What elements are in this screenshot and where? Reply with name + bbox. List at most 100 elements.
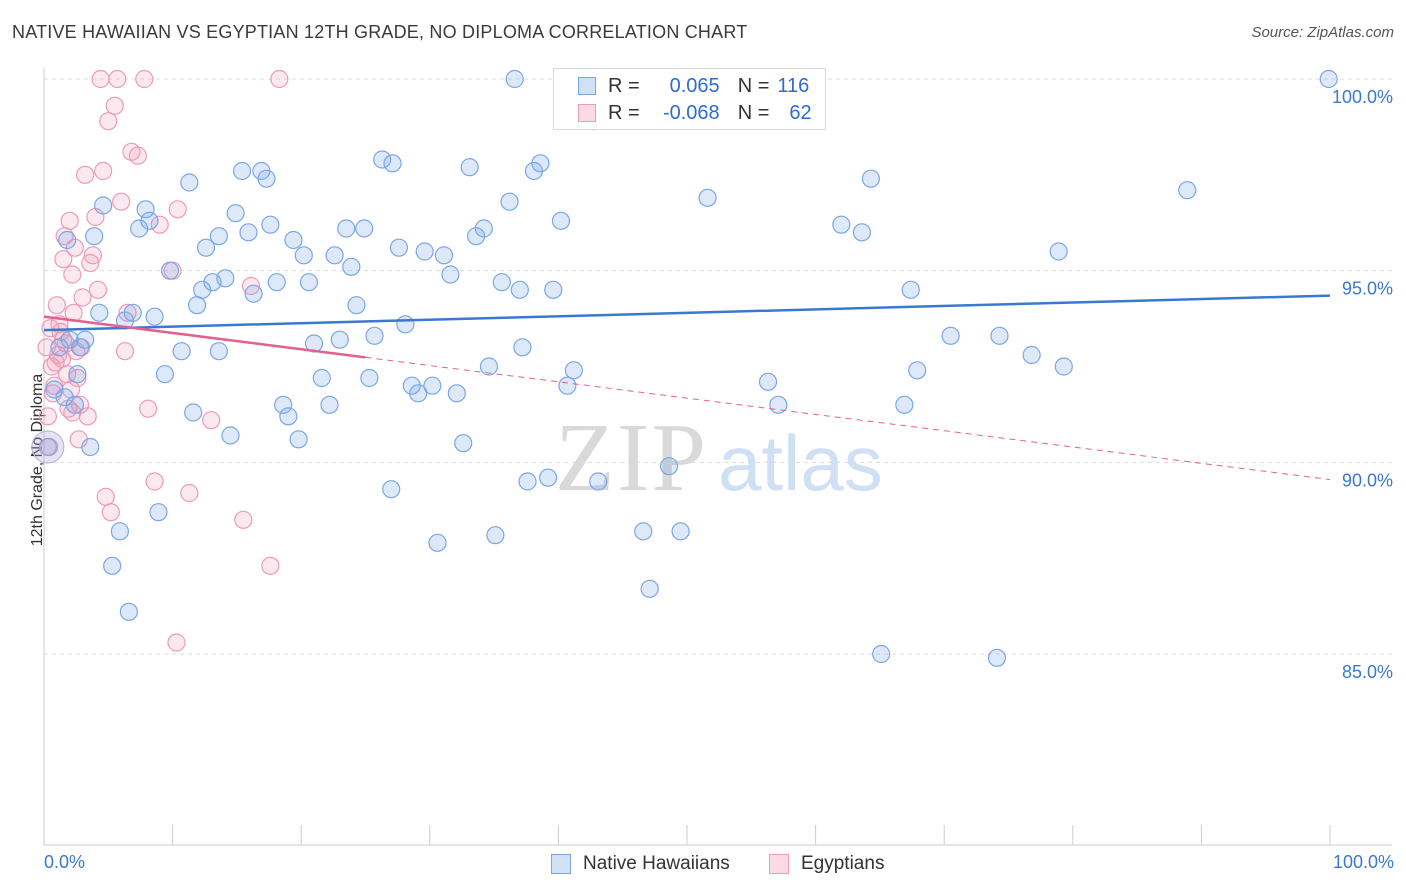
egyptians-point bbox=[58, 365, 77, 384]
native-hawaiians-point bbox=[267, 273, 286, 292]
egyptians-point bbox=[63, 265, 82, 284]
egyptians-point bbox=[145, 472, 164, 491]
native-hawaiians-point bbox=[355, 219, 374, 238]
native-hawaiians-point bbox=[123, 303, 142, 322]
r-value: 0.065 bbox=[669, 74, 720, 97]
native-hawaiians-point bbox=[312, 368, 331, 388]
native-hawaiians-point bbox=[65, 395, 84, 414]
native-hawaiians-point bbox=[289, 430, 308, 449]
egyptians-points bbox=[37, 69, 289, 652]
native-hawaiians-point bbox=[196, 238, 216, 257]
native-hawaiians-point bbox=[136, 200, 155, 219]
native-hawaiians-point bbox=[434, 246, 454, 265]
y-tick-label: 90.0% bbox=[1342, 470, 1393, 490]
native-hawaiians-point bbox=[347, 296, 366, 315]
native-hawaiians-point bbox=[209, 227, 228, 246]
legend-label: Egyptians bbox=[801, 853, 885, 874]
egyptians-point bbox=[41, 319, 60, 338]
native-hawaiians-point bbox=[895, 395, 914, 414]
x-tick-label-max: 100.0% bbox=[1332, 852, 1394, 872]
egyptians-point bbox=[65, 238, 84, 257]
native-hawaiians-point bbox=[589, 472, 608, 491]
native-hawaiians-point bbox=[81, 437, 100, 457]
native-hawaiians-point bbox=[1319, 69, 1338, 89]
native-hawaiians-point bbox=[184, 403, 203, 422]
egyptians-point bbox=[128, 146, 147, 165]
native-hawaiians-point bbox=[396, 315, 415, 334]
native-hawaiians-point bbox=[216, 269, 235, 288]
native-hawaiians-point bbox=[232, 161, 252, 181]
native-hawaiians-point bbox=[479, 357, 499, 376]
egyptians-point bbox=[96, 487, 115, 506]
native-hawaiians-point bbox=[103, 556, 122, 575]
chart-title: NATIVE HAWAIIAN VS EGYPTIAN 12TH GRADE, … bbox=[12, 22, 748, 42]
native-hawaiians-point bbox=[409, 384, 428, 403]
egyptians-point bbox=[83, 246, 102, 265]
cluster-point bbox=[31, 430, 65, 464]
egyptians-point bbox=[60, 211, 79, 230]
egyptians-point bbox=[150, 215, 169, 234]
native-hawaiians-trend-line bbox=[43, 294, 1331, 332]
egyptians-point bbox=[76, 165, 95, 184]
trend-lines bbox=[43, 294, 1331, 481]
legend-label: Native Hawaiians bbox=[583, 853, 730, 874]
native-hawaiians-legend-swatch bbox=[551, 854, 571, 874]
native-hawaiians-point bbox=[274, 395, 293, 414]
native-hawaiians-point bbox=[50, 338, 69, 357]
native-hawaiians-point bbox=[492, 273, 511, 292]
native-hawaiians-point bbox=[415, 242, 434, 261]
native-hawaiians-point bbox=[94, 196, 113, 215]
native-hawaiians-point bbox=[180, 173, 199, 192]
native-hawaiians-point bbox=[209, 342, 228, 361]
native-hawaiians-point bbox=[447, 384, 466, 403]
egyptians-swatch bbox=[578, 104, 596, 122]
source-label: Source: ZipAtlas.com bbox=[1251, 24, 1394, 41]
n-value: 62 bbox=[789, 101, 812, 124]
egyptians-point bbox=[54, 250, 73, 269]
native-hawaiians-point bbox=[330, 330, 349, 349]
egyptians-point bbox=[180, 483, 199, 503]
y-tick-labels: 85.0% 90.0% 95.0% 100.0% bbox=[1332, 87, 1393, 682]
native-hawaiians-point bbox=[428, 533, 447, 552]
egyptians-point bbox=[202, 411, 221, 430]
native-hawaiians-point bbox=[68, 365, 87, 384]
native-hawaiians-point bbox=[160, 261, 180, 280]
native-hawaiians-swatch bbox=[578, 77, 596, 95]
native-hawaiians-point bbox=[941, 326, 960, 345]
native-hawaiians-point bbox=[257, 169, 276, 188]
egyptians-point bbox=[99, 112, 118, 131]
native-hawaiians-point bbox=[551, 211, 571, 230]
native-hawaiians-point bbox=[45, 380, 64, 399]
egyptians-point bbox=[68, 368, 87, 388]
native-hawaiians-point bbox=[299, 273, 319, 292]
native-hawaiians-point bbox=[342, 257, 361, 276]
native-hawaiians-point bbox=[60, 330, 79, 349]
egyptians-point bbox=[47, 296, 66, 315]
r-label: R = bbox=[608, 74, 640, 97]
egyptians-point bbox=[167, 633, 186, 652]
native-hawaiians-point bbox=[872, 644, 891, 664]
native-hawaiians-point bbox=[544, 280, 563, 299]
native-hawaiians-point bbox=[90, 303, 109, 322]
native-hawaiians-point bbox=[671, 522, 690, 541]
native-hawaiians-point bbox=[634, 522, 653, 541]
native-hawaiians-point bbox=[510, 280, 529, 299]
egyptians-point bbox=[270, 69, 289, 89]
native-hawaiians-point bbox=[221, 426, 240, 445]
native-hawaiians-point bbox=[518, 472, 537, 491]
native-hawaiians-point bbox=[360, 368, 379, 388]
native-hawaiians-point bbox=[76, 330, 95, 349]
native-hawaiians-point bbox=[172, 342, 191, 361]
r-value: -0.068 bbox=[662, 101, 720, 124]
native-hawaiians-point bbox=[239, 223, 258, 242]
native-hawaiians-point bbox=[155, 365, 174, 384]
native-hawaiians-point bbox=[539, 468, 558, 487]
native-hawaiians-point bbox=[373, 150, 392, 169]
native-hawaiians-point bbox=[337, 219, 356, 238]
native-hawaiians-point bbox=[244, 284, 263, 303]
native-hawaiians-point bbox=[505, 69, 524, 89]
native-hawaiians-point bbox=[466, 227, 486, 246]
native-hawaiians-point bbox=[441, 265, 460, 284]
native-hawaiians-point bbox=[383, 154, 402, 173]
